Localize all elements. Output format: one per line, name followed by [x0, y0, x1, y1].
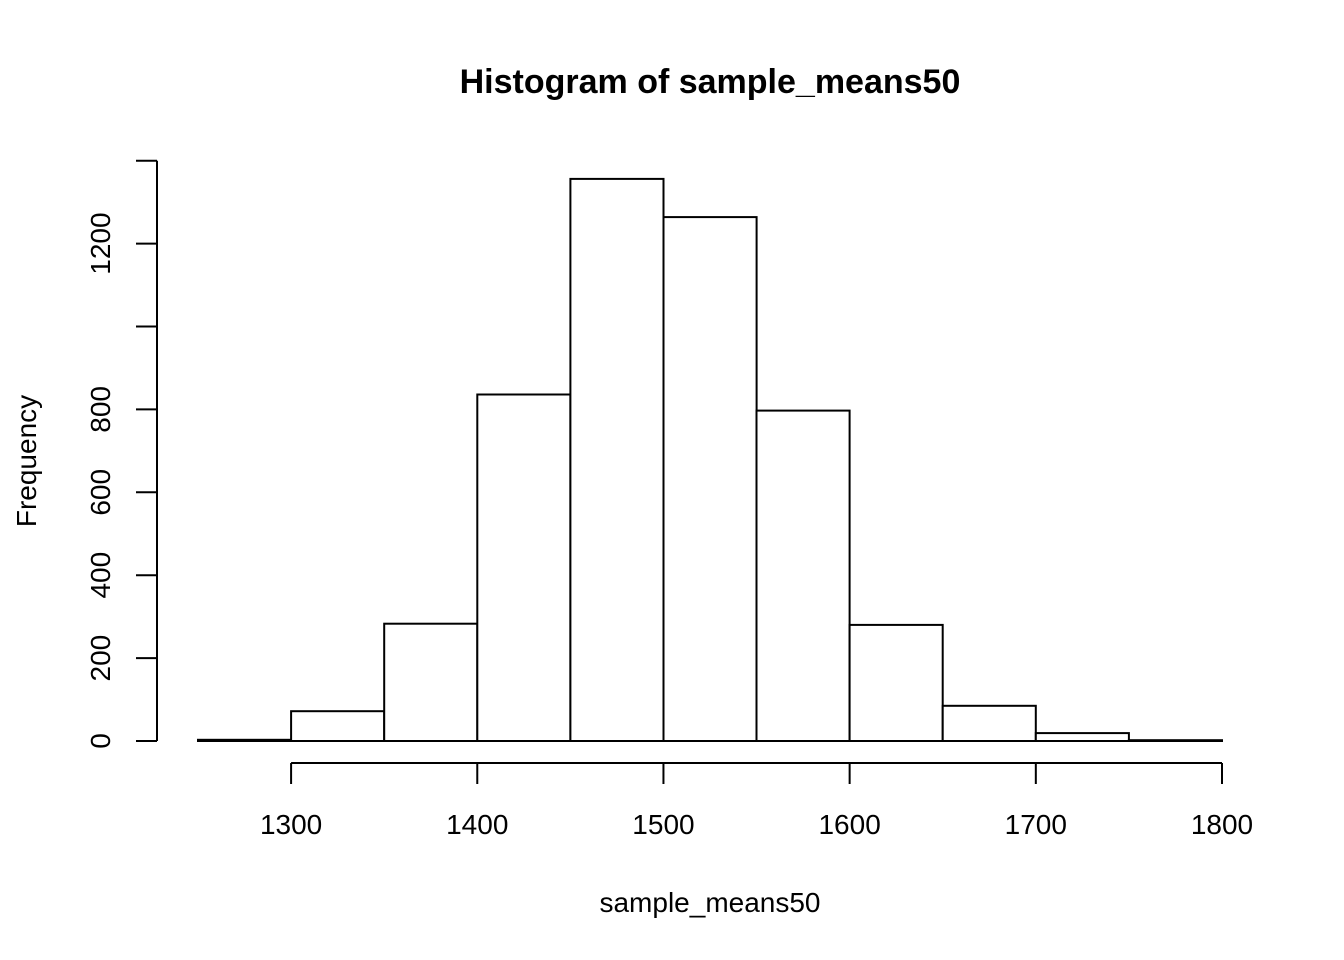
y-tick-label-1200: 1200: [85, 212, 116, 274]
y-tick-label-600: 600: [85, 469, 116, 516]
x-tick-label-1600: 1600: [818, 809, 880, 840]
histogram-bar-1450-1500: [569, 177, 665, 742]
chart-title: Histogram of sample_means50: [460, 63, 961, 101]
histogram-bar-1650-1700: [941, 704, 1037, 742]
histogram-bar-1600-1650: [848, 623, 944, 743]
histogram-bar-1700-1750: [1034, 732, 1130, 742]
x-tick-label-1400: 1400: [446, 809, 508, 840]
histogram-bar-1350-1400: [383, 622, 479, 743]
bars-group: [197, 177, 1224, 743]
y-tick-label-800: 800: [85, 386, 116, 433]
y-tick-label-200: 200: [85, 635, 116, 682]
histogram-bar-1250-1300: [197, 738, 293, 742]
y-tick-label-0: 0: [85, 733, 116, 749]
x-tick-label-1800: 1800: [1191, 809, 1253, 840]
x-axis: 1300 1400 1500 1600 1700 1800: [260, 762, 1253, 840]
y-axis: 0 200 400 600 800 1200: [85, 159, 158, 749]
x-tick-label-1500: 1500: [632, 809, 694, 840]
histogram-bar-1550-1600: [755, 409, 851, 742]
histogram-bar-1750-1800: [1127, 739, 1224, 743]
histogram-bar-1400-1450: [476, 393, 572, 742]
y-tick-label-400: 400: [85, 552, 116, 599]
x-axis-label: sample_means50: [599, 887, 820, 918]
x-tick-label-1300: 1300: [260, 809, 322, 840]
histogram-bar-1500-1550: [662, 216, 758, 743]
y-axis-label: Frequency: [11, 395, 42, 527]
x-tick-label-1700: 1700: [1005, 809, 1067, 840]
histogram-bar-1300-1350: [290, 710, 386, 743]
